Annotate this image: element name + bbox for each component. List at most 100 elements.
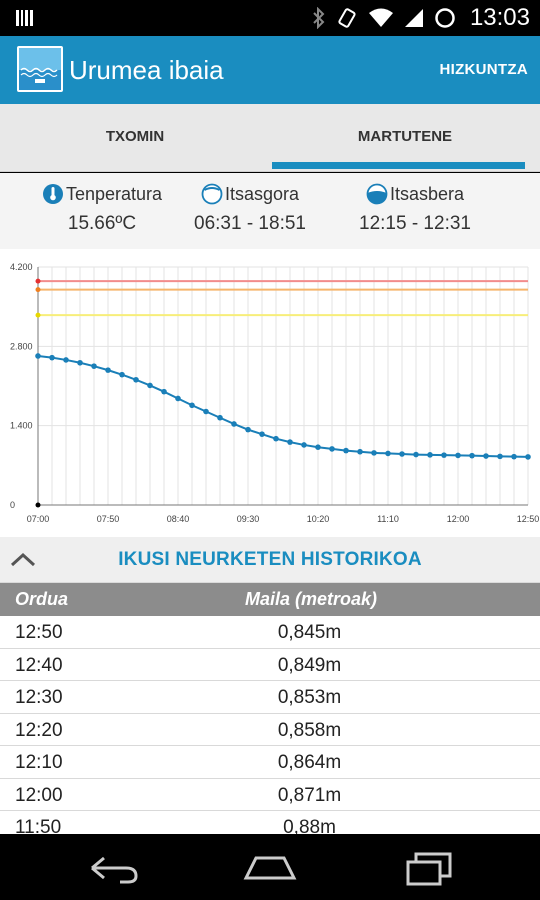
low-tide-info: Itsasbera 12:15 - 12:31 xyxy=(325,183,505,235)
data-point xyxy=(455,452,461,459)
row-time: 12:00 xyxy=(15,784,63,806)
vibrate-icon xyxy=(338,8,356,28)
x-tick-label: 12:50 xyxy=(517,514,540,524)
data-point xyxy=(413,451,419,458)
data-point xyxy=(245,426,251,433)
table-row: 12:00 0,871m xyxy=(0,779,540,811)
data-point xyxy=(133,376,139,383)
high-tide-label: Itsasgora xyxy=(224,183,300,204)
table-row: 11:50 0,88m xyxy=(0,811,540,834)
table-row: 12:10 0,864m xyxy=(0,746,540,779)
location-tabs: TXOMIN MARTUTENE xyxy=(0,104,540,172)
river-info: Tenperatura 15.66ºC Itsasgora 06:31 - 18… xyxy=(0,173,540,249)
temperature-info: Tenperatura 15.66ºC xyxy=(12,183,192,235)
chevron-up-icon xyxy=(10,552,36,567)
data-point xyxy=(63,357,69,363)
language-button[interactable]: HIZKUNTZA xyxy=(439,61,528,78)
y-tick-label: 2.800 xyxy=(10,341,33,351)
row-level: 0,88m xyxy=(283,817,336,834)
wifi-icon xyxy=(368,8,393,27)
row-time: 11:50 xyxy=(15,817,62,834)
recent-apps-icon[interactable] xyxy=(400,848,460,888)
row-level: 0,849m xyxy=(277,654,342,676)
data-point xyxy=(301,442,307,448)
y-tick-label: 0 xyxy=(10,500,15,510)
history-table-header: Ordua Maila (metroak) xyxy=(0,583,540,616)
water-level-chart[interactable]: 0 1.400 2.800 4.200 07:00 07:50 08:40 09:30 10:2… xyxy=(0,249,540,537)
low-tide-label: Itsasbera xyxy=(389,183,465,204)
data-point xyxy=(35,353,41,359)
x-tick-label: 10:20 xyxy=(307,514,330,524)
data-point xyxy=(483,453,489,459)
threshold-marker xyxy=(35,312,41,318)
origin-marker xyxy=(35,502,41,508)
data-point xyxy=(315,444,321,450)
row-level: 0,845m xyxy=(277,622,342,643)
x-tick-label: 11:10 xyxy=(377,514,399,524)
row-level: 0,853m xyxy=(277,687,342,708)
app-logo[interactable] xyxy=(17,46,63,92)
table-row: 12:50 0,845m xyxy=(0,616,540,649)
data-point xyxy=(357,448,363,455)
data-point xyxy=(203,408,209,415)
row-level: 0,864m xyxy=(277,752,342,773)
bluetooth-icon xyxy=(313,7,325,29)
data-point xyxy=(441,452,447,458)
data-point xyxy=(119,371,125,378)
data-point xyxy=(259,431,265,437)
data-point xyxy=(497,453,503,460)
tab-txomin[interactable]: TXOMIN xyxy=(105,128,165,145)
data-point xyxy=(49,354,55,361)
table-row: 12:30 0,853m xyxy=(0,681,540,714)
history-toggle[interactable]: IKUSI NEURKETEN HISTORIKOA xyxy=(0,537,540,583)
tab-martutene[interactable]: MARTUTENE xyxy=(357,128,453,145)
data-point xyxy=(371,450,377,456)
history-title: IKUSI NEURKETEN HISTORIKOA xyxy=(118,549,422,570)
data-point xyxy=(175,395,181,402)
row-time: 12:10 xyxy=(15,752,63,773)
data-point xyxy=(273,435,279,442)
y-tick-label: 1.400 xyxy=(10,421,33,431)
data-point xyxy=(77,359,83,366)
data-point xyxy=(469,452,475,459)
river-logo-icon xyxy=(19,48,61,90)
x-tick-label: 07:00 xyxy=(27,514,50,524)
temperature-label: Tenperatura xyxy=(65,183,163,204)
history-table-body[interactable]: 12:50 0,845m 12:40 0,849m 12:30 0,853m 12:20 0,… xyxy=(0,616,540,834)
x-tick-label: 12:00 xyxy=(447,514,470,524)
data-point xyxy=(105,367,111,373)
data-point xyxy=(399,451,405,457)
signal-icon xyxy=(404,9,423,27)
row-time: 12:20 xyxy=(15,719,63,741)
barcode-notification-icon xyxy=(16,10,33,26)
x-tick-label: 09:30 xyxy=(237,514,260,524)
row-level: 0,858m xyxy=(277,719,342,741)
threshold-marker xyxy=(35,287,41,293)
tab-selected-indicator xyxy=(272,162,525,169)
data-point xyxy=(525,454,531,460)
threshold-marker xyxy=(35,278,41,284)
table-row: 12:40 0,849m xyxy=(0,649,540,681)
app-title: Urumea ibaia xyxy=(69,55,224,85)
navigation-bar xyxy=(0,834,540,900)
back-icon[interactable] xyxy=(84,848,144,888)
high-tide-icon xyxy=(201,183,223,205)
data-point xyxy=(511,453,517,460)
battery-icon xyxy=(435,8,455,28)
thermometer-icon xyxy=(42,184,63,204)
data-point xyxy=(189,402,195,409)
row-time: 12:50 xyxy=(15,622,63,643)
low-tide-value: 12:15 - 12:31 xyxy=(359,213,471,234)
series-line xyxy=(37,354,529,458)
high-tide-value: 06:31 - 18:51 xyxy=(194,213,306,234)
data-point xyxy=(231,421,237,427)
home-icon[interactable] xyxy=(240,848,300,888)
row-level: 0,871m xyxy=(277,784,342,806)
data-point xyxy=(329,446,335,452)
table-row: 12:20 0,858m xyxy=(0,714,540,746)
data-point xyxy=(161,388,167,395)
data-point xyxy=(91,363,97,369)
x-tick-label: 08:40 xyxy=(167,514,190,524)
row-time: 12:40 xyxy=(15,654,63,676)
status-time: 13:03 xyxy=(469,4,530,31)
